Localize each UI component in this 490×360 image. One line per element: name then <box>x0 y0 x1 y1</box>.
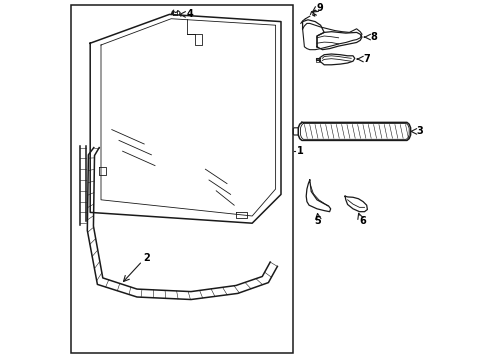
Text: 2: 2 <box>144 253 150 264</box>
Text: 8: 8 <box>370 32 377 42</box>
Text: 9: 9 <box>317 3 323 13</box>
Text: 3: 3 <box>416 126 423 136</box>
Text: 5: 5 <box>315 216 321 226</box>
Text: 6: 6 <box>360 216 367 226</box>
Bar <box>72 5 293 353</box>
Text: 1: 1 <box>297 146 304 156</box>
Text: 7: 7 <box>363 54 370 64</box>
Text: 4: 4 <box>186 9 193 19</box>
